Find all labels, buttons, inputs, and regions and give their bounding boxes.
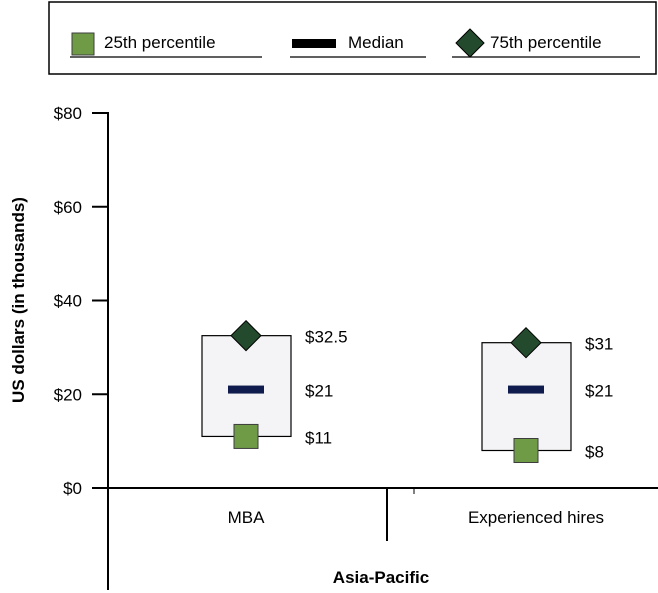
legend-frame	[48, 1, 657, 75]
legend-square-icon	[71, 32, 95, 56]
legend-label-median: Median	[348, 33, 404, 52]
p75-value-label: $32.5	[305, 328, 348, 347]
y-axis-title: US dollars (in thousands)	[9, 197, 28, 403]
category-label: Experienced hires	[468, 508, 604, 527]
legend-item-p25: 25th percentile	[70, 32, 262, 58]
plot-marks: $32.5 $21 $11 MBA $31 $21 $8 Experienced hires	[201, 319, 613, 527]
legend-label-p25: 25th percentile	[104, 33, 216, 52]
median-marker	[508, 385, 544, 394]
median-marker	[228, 385, 264, 394]
y-tick-label: $40	[54, 292, 82, 311]
y-tick-label: $60	[54, 198, 82, 217]
y-tick-label: $20	[54, 385, 82, 404]
category-label: MBA	[228, 508, 266, 527]
p75-marker	[510, 326, 542, 359]
p25-marker	[513, 438, 539, 463]
y-ticks: $0 $20 $40 $60 $80	[54, 104, 108, 498]
p25-value-label: $8	[585, 443, 604, 462]
category-group: $32.5 $21 $11 MBA	[201, 319, 348, 527]
legend-item-p75: 75th percentile	[452, 28, 640, 58]
y-tick-label: $80	[54, 104, 82, 123]
p25-value-label: $11	[305, 428, 332, 447]
p25-marker	[233, 423, 259, 449]
legend-label-p75: 75th percentile	[490, 33, 602, 52]
x-axis-title: Asia-Pacific	[333, 568, 429, 587]
legend: 25th percentile Median 75th percentile	[48, 1, 657, 75]
median-value-label: $21	[305, 382, 333, 401]
median-value-label: $21	[585, 382, 613, 401]
legend-dash-icon	[292, 39, 336, 48]
y-axis: $0 $20 $40 $60 $80 US dollars (in thousands)	[9, 104, 109, 590]
legend-diamond-icon	[455, 28, 485, 58]
category-group: $31 $21 $8 Experienced hires	[468, 326, 613, 527]
p75-value-label: $31	[585, 335, 613, 354]
range-box	[481, 342, 572, 452]
y-tick-label: $0	[63, 479, 82, 498]
x-axis: Asia-Pacific	[92, 487, 658, 587]
p75-marker	[230, 319, 262, 352]
legend-item-median: Median	[290, 33, 426, 58]
